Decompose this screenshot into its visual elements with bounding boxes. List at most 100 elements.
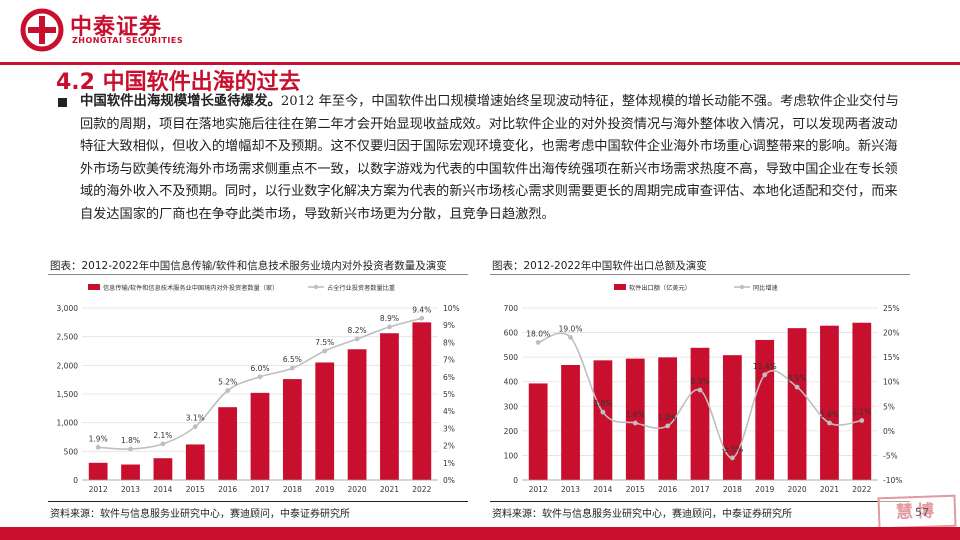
chart2-line-point-2020 xyxy=(794,384,800,390)
chart1-bar-2021 xyxy=(380,333,399,480)
chart2-line-data-label: -5.5% xyxy=(721,445,743,454)
chart1-x-tick-label: 2021 xyxy=(380,485,399,494)
chart2-line-point-2016 xyxy=(665,423,671,429)
chart2-legend-bar-swatch xyxy=(614,284,626,290)
chart2-line-data-label: 3.8% xyxy=(593,399,612,408)
chart1-right-tick-label: 5% xyxy=(443,390,455,399)
chart2-x-tick-label: 2018 xyxy=(723,485,742,494)
chart2-left-tick-label: 0 xyxy=(513,476,518,485)
chart1-left-tick-label: 0 xyxy=(73,476,78,485)
chart2-line-point-2022 xyxy=(859,418,865,423)
chart2-bar-2014 xyxy=(593,360,613,480)
chart2-line-data-label: 2.1% xyxy=(852,408,871,417)
chart2-x-tick-label: 2016 xyxy=(658,485,677,494)
chart1-investors: 信息传输/软件和信息技术服务业中国境内对外投资者数量（家） 占全行业投资者数量比重… xyxy=(57,284,460,494)
chart1-legend-bar-swatch xyxy=(88,284,100,290)
chart1-line-data-label: 8.2% xyxy=(348,326,367,335)
chart1-line-point-2017 xyxy=(257,374,263,380)
chart2-line-data-label: 8.9% xyxy=(788,374,807,383)
chart2-left-tick-label: 700 xyxy=(504,304,519,313)
chart1-right-tick-label: 1% xyxy=(443,459,455,468)
chart1-bar-2019 xyxy=(315,362,335,480)
chart1-caption: 图表：2012-2022年中国信息传输/软件和信息技术服务业境内对外投资者数量及… xyxy=(50,260,447,272)
chart2-x-tick-label: 2021 xyxy=(820,485,839,494)
chart1-x-tick-label: 2014 xyxy=(153,485,172,494)
chart1-bar-2015 xyxy=(185,444,205,480)
chart1-left-tick-label: 2,000 xyxy=(57,361,79,370)
chart1-legend-bar-label: 信息传输/软件和信息技术服务业中国境内对外投资者数量（家） xyxy=(103,284,278,292)
chart1-line-point-2022 xyxy=(419,315,425,321)
chart1-right-tick-label: 2% xyxy=(443,442,455,451)
chart2-left-tick-label: 400 xyxy=(504,378,519,387)
chart2-x-tick-label: 2022 xyxy=(852,485,871,494)
header-divider xyxy=(0,62,960,65)
chart2-right-tick-label: 25% xyxy=(883,304,900,313)
chart2-line-point-2015 xyxy=(632,420,638,426)
chart1-x-tick-label: 2012 xyxy=(89,485,108,494)
chart2-line-data-label: 8.3% xyxy=(690,377,709,386)
chart1-x-tick-label: 2020 xyxy=(348,485,367,494)
chart2-caption: 图表：2012-2022年中国软件出口总额及演变 xyxy=(492,260,707,272)
chart1-legend-line-marker xyxy=(313,284,319,290)
chart2-x-tick-label: 2015 xyxy=(626,485,645,494)
chart2-right-tick-label: 10% xyxy=(883,378,900,387)
chart1-line-data-label: 2.1% xyxy=(153,431,172,440)
chart1-line-data-label: 6.5% xyxy=(283,355,302,364)
chart2-line-point-2018 xyxy=(729,455,735,461)
chart2-left-tick-label: 300 xyxy=(504,402,519,411)
chart2-bar-2022 xyxy=(852,322,872,480)
chart1-line-point-2019 xyxy=(322,348,328,354)
chart2-legend-bar-label: 软件出口额（亿美元） xyxy=(629,284,691,292)
chart2-bar-2013 xyxy=(561,365,580,480)
chart1-line-data-label: 1.8% xyxy=(121,436,140,445)
chart2-source-rule xyxy=(490,501,910,502)
chart1-right-tick-label: 7% xyxy=(443,356,455,365)
chart1-right-tick-label: 4% xyxy=(443,407,455,416)
paragraph-body: 2012 年至今，中国软件出口规模增速始终呈现波动特征，整体规模的增长动能不强。… xyxy=(80,94,899,222)
chart1-bar-2020 xyxy=(347,349,367,480)
chart2-left-tick-label: 200 xyxy=(504,427,519,436)
chart2-bar-2019 xyxy=(755,339,775,480)
chart1-right-tick-label: 6% xyxy=(443,373,455,382)
chart2-right-tick-label: 15% xyxy=(883,353,900,362)
chart2-line-data-label: 1.6% xyxy=(820,410,839,419)
footer-bar xyxy=(0,527,960,540)
chart2-line-data-label: 18.0% xyxy=(526,329,550,338)
chart2-line-point-2017 xyxy=(697,387,703,393)
chart2-caption-rule xyxy=(490,274,910,275)
chart2-line-point-2012 xyxy=(535,340,541,345)
chart2-x-tick-label: 2019 xyxy=(755,485,774,494)
company-name-en: ZHONGTAI SECURITIES xyxy=(72,36,184,45)
chart2-left-tick-label: 100 xyxy=(504,451,519,460)
chart2-legend-line-marker xyxy=(739,284,745,290)
chart1-line-point-2014 xyxy=(160,441,166,447)
chart2-bar-2016 xyxy=(658,357,678,480)
chart2-right-tick-label: 5% xyxy=(883,402,895,411)
chart1-line-point-2021 xyxy=(387,324,392,330)
chart2-line-point-2019 xyxy=(762,372,768,378)
chart1-bar-2018 xyxy=(282,379,302,480)
chart1-left-tick-label: 500 xyxy=(64,447,79,456)
chart1-legend-line-label: 占全行业投资者数量比重 xyxy=(327,284,395,292)
chart1-x-tick-label: 2016 xyxy=(218,485,237,494)
chart2-bar-2015 xyxy=(625,358,645,480)
chart1-source: 资料来源：软件与信息服务业研究中心，赛迪顾问，中泰证券研究所 xyxy=(50,509,350,520)
chart1-line-point-2013 xyxy=(128,446,133,452)
chart1-line-data-label: 1.9% xyxy=(89,434,108,443)
chart1-line-data-label: 6.0% xyxy=(250,364,269,373)
chart1-line-data-label: 8.9% xyxy=(380,314,399,323)
chart2-right-tick-label: -5% xyxy=(883,451,898,460)
chart2-left-tick-label: 500 xyxy=(504,353,519,362)
chart2-bar-2012 xyxy=(528,383,548,480)
chart2-x-tick-label: 2014 xyxy=(593,485,612,494)
chart1-line-data-label: 7.5% xyxy=(315,338,334,347)
chart1-line-data-label: 5.2% xyxy=(218,378,237,387)
chart2-x-tick-label: 2013 xyxy=(561,485,580,494)
chart2-line-data-label: 1.0% xyxy=(658,413,677,422)
chart1-bar-2016 xyxy=(218,407,238,480)
chart1-right-tick-label: 0% xyxy=(443,476,455,485)
chart2-legend: 软件出口额（亿美元） 同比增速 xyxy=(614,284,778,292)
chart1-x-tick-label: 2017 xyxy=(250,485,269,494)
chart1-line-point-2015 xyxy=(192,424,198,430)
chart2-line-data-label: 11.4% xyxy=(753,362,777,371)
